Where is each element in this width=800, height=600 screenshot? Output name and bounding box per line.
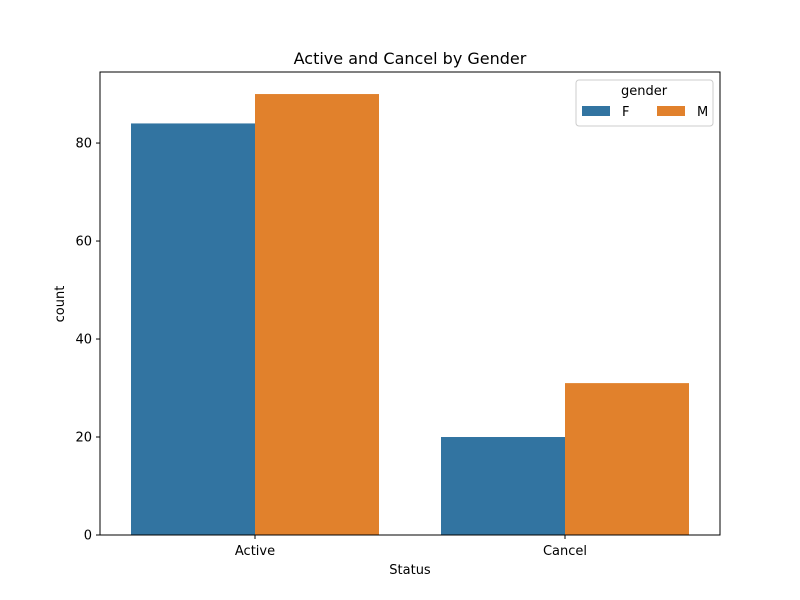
legend-swatch-f <box>582 106 610 116</box>
bars-layer <box>131 94 689 536</box>
legend-label-f: F <box>622 105 629 120</box>
y-tick-label: 20 <box>75 431 92 446</box>
bar-active-m <box>255 94 379 536</box>
axes-layer: 0 20 40 60 80 Active Cancel <box>75 71 721 559</box>
y-tick-label: 0 <box>84 529 92 544</box>
y-tick-label: 40 <box>75 333 92 348</box>
plot-frame <box>99 71 721 536</box>
chart-title: Active and Cancel by Gender <box>294 49 527 68</box>
bar-cancel-m <box>565 383 689 535</box>
bar-active-f <box>131 123 255 535</box>
legend-title: gender <box>621 84 668 99</box>
x-axis-label: Status <box>389 563 431 578</box>
x-tick-label: Active <box>235 544 275 559</box>
bar-cancel-f <box>441 437 565 535</box>
legend-label-m: M <box>697 105 708 120</box>
y-tick-label: 80 <box>75 137 92 152</box>
x-tick-label: Cancel <box>543 544 587 559</box>
y-tick-label: 60 <box>75 235 92 250</box>
legend-swatch-m <box>657 106 685 116</box>
y-axis-label: count <box>53 286 68 323</box>
